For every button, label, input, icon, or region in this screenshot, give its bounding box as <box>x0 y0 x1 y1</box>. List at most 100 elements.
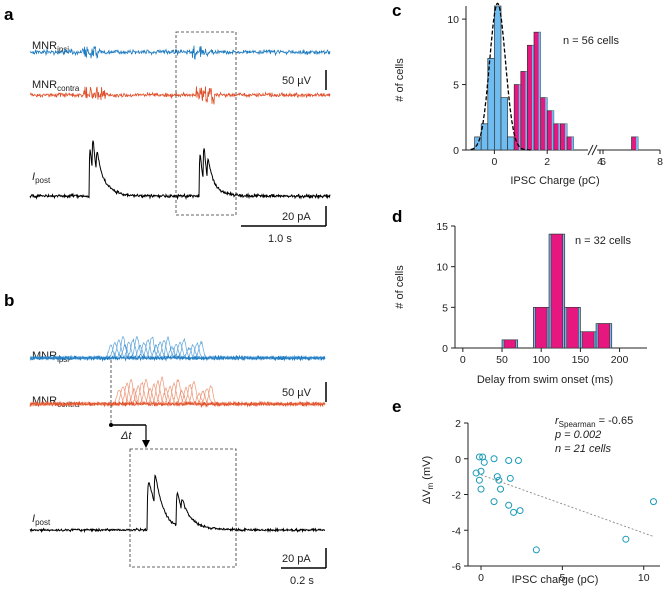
time-scale-label-b: 0.2 s <box>290 575 314 587</box>
c-bar-edge <box>571 136 574 150</box>
e-xtick-label: 5 <box>559 572 565 584</box>
d-bar <box>550 233 563 349</box>
c-ytick-label: 5 <box>453 80 459 92</box>
e-point <box>514 457 522 465</box>
e-ytick-label: 2 <box>455 418 461 430</box>
e-regression-line <box>480 474 654 537</box>
c-bar-edge <box>565 123 567 150</box>
mnr-ipsi-label-a: MNRipsi <box>32 40 69 54</box>
e-ytick-label: 0 <box>455 454 461 466</box>
mnr-contra-trace-a <box>29 86 331 105</box>
current-scale-label-a: 20 pA <box>282 211 311 223</box>
e-xtick-label: 10 <box>638 572 650 584</box>
time-scale-label-a: 1.0 s <box>268 233 292 245</box>
e-point <box>477 467 485 475</box>
d-bars <box>501 233 613 349</box>
d-xtick-label: 150 <box>572 354 590 366</box>
d-bar <box>503 339 516 349</box>
e-point <box>490 455 498 463</box>
e-axes: 2 0 -2 -4 -6 0 5 10 <box>452 418 660 584</box>
d-ytick-label: 15 <box>436 221 448 233</box>
e-point <box>532 546 540 554</box>
e-point <box>622 535 630 543</box>
delta-t-label: Δt <box>120 430 132 442</box>
d-ytick-label: 10 <box>436 262 448 274</box>
e-stat-r: rSpearman = -0.65 <box>555 415 633 429</box>
c-xtick-label: 4 <box>597 156 603 168</box>
e-point <box>472 469 480 477</box>
d-ylabel: # of cells <box>394 265 406 309</box>
c-gaussian-fit <box>470 2 531 151</box>
ipost-label-b: Ipost <box>32 513 51 527</box>
panel-c: c # of cells IPSC Charge (pC) n = 56 cel… <box>392 1 663 187</box>
c-bar-edge <box>532 45 534 150</box>
d-xtick-label: 50 <box>496 354 508 366</box>
panel-e-label: e <box>392 397 401 416</box>
e-ytick-label: -2 <box>452 490 461 502</box>
d-xtick-label: 200 <box>611 354 629 366</box>
e-point <box>649 498 657 506</box>
c-yaxis: 0 5 10 <box>447 6 467 157</box>
delta-t-start-dot <box>109 423 113 427</box>
mnr-ipsi-trace-a <box>29 45 331 60</box>
panel-d-label: d <box>392 207 402 226</box>
c-xlabel: IPSC Charge (pC) <box>510 175 599 187</box>
e-ytick-label: -6 <box>452 561 461 573</box>
panel-b-label: b <box>4 291 14 310</box>
voltage-scale-label-b: 50 µV <box>282 387 312 399</box>
mnr-traces-b <box>29 335 326 409</box>
c-xtick-label: 8 <box>657 156 663 168</box>
e-ylabel: ΔVm (mV) <box>421 456 435 504</box>
e-point <box>475 476 483 484</box>
d-ytick-label: 0 <box>442 343 448 355</box>
e-points <box>472 453 657 554</box>
zoom-box-b <box>129 448 237 568</box>
e-stat-n: n = 21 cells <box>555 443 611 455</box>
panel-e: e ΔVm (mV) IPSC charge (pC) rSpearman = … <box>392 397 660 586</box>
mnr-contra-label-a: MNRcontra <box>32 79 80 93</box>
e-point <box>490 498 498 506</box>
e-point <box>510 508 518 516</box>
c-xtick-label: 0 <box>491 156 497 168</box>
mnr-contra-baseline <box>29 400 326 409</box>
panel-d: d # of cells Delay from swim onset (ms) … <box>392 207 647 386</box>
c-xaxis: 0246810 <box>466 149 663 168</box>
c-ytick-label: 0 <box>453 145 459 157</box>
e-point <box>493 473 501 481</box>
delta-t-arrowhead <box>142 440 150 448</box>
ipost-label-a: Ipost <box>32 171 51 185</box>
d-xlabel: Delay from swim onset (ms) <box>477 374 613 386</box>
c-bar <box>500 97 508 151</box>
panel-a: a MNRipsi MNRcontra Ipost 50 µV 20 pA 1.… <box>4 5 331 245</box>
c-bar-edge <box>636 136 638 150</box>
ipost-trace-b <box>29 474 326 534</box>
highlight-box-a <box>175 31 237 216</box>
c-bar <box>494 5 502 151</box>
voltage-scale-label-a: 50 µV <box>282 75 312 87</box>
d-bar <box>566 307 579 349</box>
d-ytick-label: 5 <box>442 302 448 314</box>
c-xtick-label: 6 <box>600 156 606 168</box>
d-xtick-label: 100 <box>532 354 550 366</box>
current-scale-label-b: 20 pA <box>282 553 311 565</box>
e-xlabel: IPSC charge (pC) <box>512 574 599 586</box>
e-point <box>506 474 514 482</box>
ipost-trace-a <box>29 140 331 201</box>
e-point <box>505 457 513 465</box>
e-ytick-label: -4 <box>452 525 461 537</box>
e-point <box>516 507 524 515</box>
e-point <box>477 485 485 493</box>
c-bar-edge <box>558 123 561 150</box>
e-stat-p: p = 0.002 <box>554 429 601 441</box>
c-bar-edge <box>538 32 541 150</box>
e-point <box>475 453 483 461</box>
mnr-ipsi-baseline <box>29 354 326 362</box>
d-bar <box>535 307 548 349</box>
mnr-contra-label-b: MNRcontra <box>32 395 80 409</box>
e-xtick-label: 0 <box>478 572 484 584</box>
d-annotation: n = 32 cells <box>575 235 631 247</box>
d-bar <box>582 331 595 349</box>
d-xtick-label: 0 <box>460 354 466 366</box>
